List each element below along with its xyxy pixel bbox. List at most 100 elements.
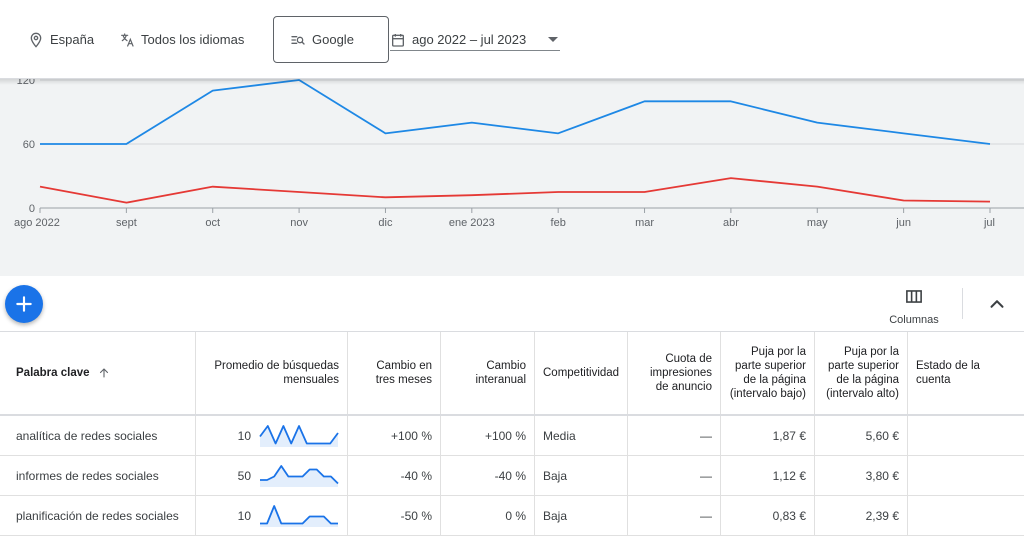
avg-searches-value: 10	[237, 508, 251, 523]
account-status-cell	[908, 496, 1024, 535]
toolbar-divider	[962, 288, 963, 319]
location-pin-icon	[30, 32, 42, 48]
sparkline-area	[260, 425, 338, 447]
header-yoy-label: Cambio interanual	[475, 360, 526, 386]
x-tick-label: nov	[290, 217, 308, 229]
header-bid-high[interactable]: Puja por la parte superior de la página …	[815, 332, 908, 414]
avg-searches-cell: 10	[196, 496, 348, 535]
language-label: Todos los idiomas	[141, 32, 245, 47]
avg-searches-cell: 50	[196, 456, 348, 495]
three-month-change-cell: -50 %	[348, 496, 441, 535]
chart-svg: 0 60 120 ago 2022 sept oct nov dic ene 2023 feb ma…	[14, 79, 1024, 229]
chevron-up-icon[interactable]	[986, 293, 1008, 315]
three-month-change-cell: -40 %	[348, 456, 441, 495]
header-bid-low[interactable]: Puja por la parte superior de la página …	[721, 332, 815, 414]
location-filter[interactable]: España	[28, 0, 94, 79]
x-tick-label: ene 2023	[449, 217, 495, 229]
sparkline-line	[259, 424, 339, 444]
x-tick-label: jun	[895, 217, 911, 229]
columns-label: Columnas	[889, 314, 939, 326]
header-account-status[interactable]: Estado de la cuenta	[908, 332, 1024, 414]
x-tick-label: sept	[116, 217, 137, 229]
x-tick-label: feb	[551, 217, 566, 229]
header-competition-label: Competitividad	[543, 367, 620, 379]
table-row: informes de redes sociales 50 -40 % -40 …	[0, 456, 1024, 496]
x-tick-label: dic	[378, 217, 393, 229]
columns-icon	[906, 290, 922, 303]
y-tick-label: 60	[23, 139, 35, 151]
impression-share-cell: —	[628, 456, 721, 495]
header-account-status-label: Estado de la cuenta	[916, 360, 980, 386]
network-label: Google	[312, 32, 354, 47]
location-label: España	[50, 32, 95, 47]
translate-icon	[121, 32, 134, 47]
account-status-cell	[908, 416, 1024, 455]
x-tick-label: may	[807, 217, 828, 229]
keyword-cell[interactable]: planificación de redes sociales	[0, 496, 196, 535]
bid-low-cell: 1,12 €	[721, 456, 815, 495]
header-keyword[interactable]: Palabra clave	[0, 332, 196, 414]
account-status-cell	[908, 456, 1024, 495]
bid-high-cell: 5,60 €	[815, 416, 908, 455]
table-row: analítica de redes sociales 10 +100 % +1…	[0, 416, 1024, 456]
y-tick-label: 120	[17, 79, 35, 87]
keyword-table: Palabra clave Promedio de búsquedas mens…	[0, 331, 1024, 536]
series-line-blue	[40, 79, 991, 145]
language-filter[interactable]: Todos los idiomas	[119, 0, 244, 79]
dropdown-arrow-icon	[548, 37, 559, 42]
date-range-underline	[390, 50, 560, 51]
search-volume-chart: 0 60 120 ago 2022 sept oct nov dic ene 2023 feb ma…	[0, 79, 1024, 276]
x-tick-label: ago 2022	[14, 217, 60, 229]
sparkline-area	[260, 505, 338, 527]
keyword-cell[interactable]: informes de redes sociales	[0, 456, 196, 495]
bid-high-cell: 3,80 €	[815, 456, 908, 495]
keyword-cell[interactable]: analítica de redes sociales	[0, 416, 196, 455]
avg-searches-cell: 10	[196, 416, 348, 455]
sort-arrow-up-icon	[99, 368, 108, 378]
impression-share-cell: —	[628, 496, 721, 535]
header-avg-searches-label: Promedio de búsquedas mensuales	[214, 360, 339, 386]
yoy-change-cell: +100 %	[441, 416, 535, 455]
header-three-month-label: Cambio en tres meses	[375, 360, 432, 386]
avg-searches-value: 50	[237, 468, 251, 483]
add-keywords-button[interactable]	[5, 285, 43, 323]
calendar-icon	[392, 33, 404, 47]
header-impression-share-label: Cuota de impresiones de anuncio	[650, 353, 712, 393]
bid-high-cell: 2,39 €	[815, 496, 908, 535]
competition-cell: Baja	[535, 456, 628, 495]
header-keyword-label: Palabra clave	[16, 367, 90, 379]
sparkline-line	[260, 464, 339, 484]
header-bid-high-label: Puja por la parte superior de la página …	[826, 346, 899, 400]
header-three-month-change[interactable]: Cambio en tres meses	[348, 332, 441, 414]
competition-cell: Baja	[535, 496, 628, 535]
search-network-icon	[291, 35, 305, 45]
date-range-label: ago 2022 – jul 2023	[412, 32, 527, 47]
header-competition[interactable]: Competitividad	[535, 332, 628, 414]
y-tick-label: 0	[29, 203, 35, 215]
yoy-change-cell: -40 %	[441, 456, 535, 495]
x-tick-label: abr	[723, 217, 739, 229]
competition-cell: Media	[535, 416, 628, 455]
network-filter[interactable]: Google	[273, 16, 389, 63]
date-range-filter[interactable]: ago 2022 – jul 2023	[390, 0, 559, 79]
three-month-change-cell: +100 %	[348, 416, 441, 455]
header-bid-low-label: Puja por la parte superior de la página …	[729, 346, 806, 400]
table-row: planificación de redes sociales 10 -50 %…	[0, 496, 1024, 536]
trend-sparkline	[260, 504, 338, 527]
filter-bar: España Todos los idiomas Google ago 2022…	[0, 0, 1024, 79]
columns-button[interactable]: Columnas	[884, 284, 944, 326]
yoy-change-cell: 0 %	[441, 496, 535, 535]
header-impression-share[interactable]: Cuota de impresiones de anuncio	[628, 332, 721, 414]
header-avg-searches[interactable]: Promedio de búsquedas mensuales	[196, 332, 348, 414]
avg-searches-value: 10	[237, 428, 251, 443]
series-line-red	[39, 177, 991, 204]
bid-low-cell: 1,87 €	[721, 416, 815, 455]
x-tick-label: mar	[635, 217, 654, 229]
sparkline-line	[260, 504, 338, 524]
plus-icon	[16, 296, 32, 312]
table-header-row: Palabra clave Promedio de búsquedas mens…	[0, 332, 1024, 416]
trend-sparkline	[260, 464, 339, 487]
x-tick-label: oct	[205, 217, 220, 229]
header-yoy-change[interactable]: Cambio interanual	[441, 332, 535, 414]
bid-low-cell: 0,83 €	[721, 496, 815, 535]
